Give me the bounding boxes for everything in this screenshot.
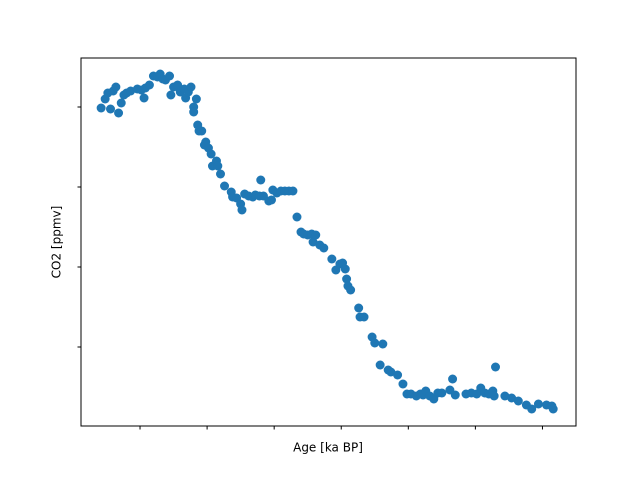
point [106,104,116,114]
point [111,82,121,92]
point [533,399,543,409]
point [173,80,183,90]
point [378,339,388,349]
point [398,379,408,389]
point [288,186,298,196]
point [197,126,207,136]
point [165,71,175,81]
point [256,175,266,185]
point [450,390,460,400]
point [375,360,385,370]
point [191,94,201,104]
point [319,243,329,253]
point [116,98,126,108]
plot-frame [80,57,577,427]
point [437,388,447,398]
point [354,303,364,313]
point [448,374,458,384]
point [166,90,176,100]
point [139,93,149,103]
point [393,370,403,380]
point [206,149,216,159]
y-axis-label: CO2 [ppmv] [50,206,64,279]
point [189,107,199,117]
point [308,237,318,247]
point [386,367,396,377]
point [489,391,499,401]
point [370,338,380,348]
point [359,312,369,322]
point [96,103,106,113]
point [114,108,124,118]
point [186,82,196,92]
point [213,161,223,171]
point [327,254,337,264]
point [311,230,321,240]
point [342,274,352,284]
point [292,212,302,222]
point [527,404,537,414]
point [266,195,276,205]
point [491,362,501,372]
point [340,264,350,274]
point [144,80,154,90]
x-axis-label: Age [ka BP] [293,441,363,455]
point [346,285,356,295]
point [548,404,558,414]
point [237,205,247,215]
point [513,396,523,406]
point [507,393,517,403]
point [216,169,226,179]
point [220,181,230,191]
